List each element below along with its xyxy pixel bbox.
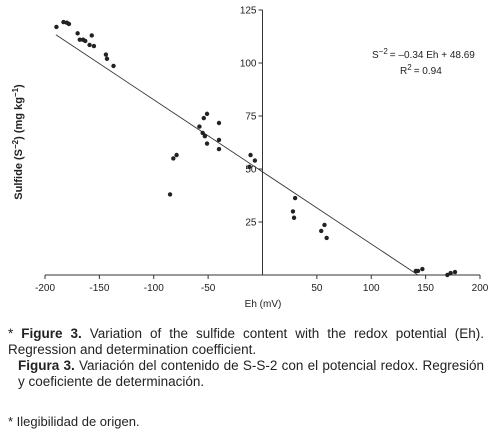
caption-en: * Figure 3. Variation of the sulfide con… bbox=[8, 326, 484, 358]
point bbox=[324, 235, 329, 241]
eq-sup: −2 bbox=[379, 47, 389, 56]
point bbox=[61, 19, 66, 25]
point bbox=[75, 31, 80, 36]
point bbox=[216, 146, 222, 152]
point bbox=[291, 215, 297, 220]
point bbox=[420, 266, 425, 272]
point bbox=[201, 115, 206, 121]
chart: Eh (mV) Sulfide (S−2) (mg kg−1) S−2 = –0.… bbox=[11, 6, 489, 311]
caption: * Figure 3. Variation of the sulfide con… bbox=[8, 326, 484, 390]
x-tick-label: -50 bbox=[201, 283, 216, 294]
point bbox=[216, 137, 222, 143]
y-tick-label: 75 bbox=[245, 112, 257, 123]
point bbox=[204, 111, 210, 117]
point bbox=[174, 152, 179, 158]
point bbox=[202, 133, 208, 139]
point bbox=[248, 152, 253, 158]
point bbox=[77, 37, 83, 42]
point bbox=[111, 63, 116, 69]
r-squared: R2 = 0.94 bbox=[400, 63, 442, 77]
x-tick-label: 200 bbox=[472, 283, 489, 294]
y-tick-label: 100 bbox=[240, 59, 257, 70]
r-part: R bbox=[400, 66, 407, 77]
x-tick-label: 150 bbox=[417, 283, 434, 294]
point bbox=[415, 268, 421, 274]
y-label-sup: −2 bbox=[11, 139, 20, 149]
caption-label: Figura 3. bbox=[18, 358, 75, 373]
x-tick-label: -100 bbox=[144, 283, 164, 294]
point bbox=[200, 130, 205, 136]
point bbox=[252, 158, 258, 163]
point bbox=[448, 270, 453, 276]
equation: S−2 = –0.34 Eh + 48.69 bbox=[372, 47, 475, 61]
trendline bbox=[55, 34, 419, 276]
point bbox=[167, 192, 173, 197]
r-part: = 0.94 bbox=[414, 66, 443, 77]
y-tick-label: 25 bbox=[245, 218, 257, 229]
y-axis-label: Sulfide (S−2) (mg kg−1) bbox=[11, 84, 25, 200]
point bbox=[292, 195, 298, 201]
point bbox=[171, 156, 176, 161]
caption-es: Figura 3. Variación del contenido de S-S… bbox=[8, 358, 484, 390]
x-axis-label: Eh (mV) bbox=[245, 299, 282, 310]
x-tick-label: 50 bbox=[311, 283, 323, 294]
point bbox=[322, 222, 327, 228]
point bbox=[54, 24, 59, 30]
y-label-part: ) (mg kg bbox=[13, 97, 25, 140]
point bbox=[204, 141, 210, 146]
r-sup: 2 bbox=[407, 63, 412, 72]
caption-text: Variation of the sulfide content with th… bbox=[8, 326, 484, 357]
point bbox=[87, 42, 92, 48]
marker: * bbox=[8, 326, 14, 341]
point bbox=[247, 164, 252, 170]
point bbox=[103, 52, 109, 57]
x-tick-label: -200 bbox=[35, 283, 55, 294]
y-label-part: ) bbox=[13, 84, 25, 88]
point bbox=[83, 38, 88, 44]
point bbox=[445, 272, 450, 278]
y-label-part: Sulfide (S bbox=[13, 149, 25, 200]
point bbox=[290, 209, 296, 214]
point bbox=[89, 33, 94, 38]
x-tick-label: 100 bbox=[363, 283, 380, 294]
y-tick-label: 50 bbox=[245, 165, 257, 176]
y-tick-label: 125 bbox=[240, 6, 257, 17]
caption-label: Figure 3. bbox=[21, 326, 82, 341]
point bbox=[216, 120, 222, 126]
y-label-sup: −1 bbox=[11, 87, 20, 97]
x-tick-label: -150 bbox=[89, 283, 109, 294]
point bbox=[452, 269, 458, 275]
eq-part: S bbox=[372, 50, 379, 61]
point bbox=[66, 21, 72, 27]
point bbox=[91, 43, 97, 49]
caption-text: Variación del contenido de S-S-2 con el … bbox=[18, 358, 484, 389]
point bbox=[319, 228, 324, 234]
point bbox=[197, 124, 202, 129]
footnote: * Ilegibilidad de origen. bbox=[8, 414, 140, 429]
point bbox=[104, 56, 110, 61]
eq-part: = –0.34 Eh + 48.69 bbox=[390, 50, 476, 61]
